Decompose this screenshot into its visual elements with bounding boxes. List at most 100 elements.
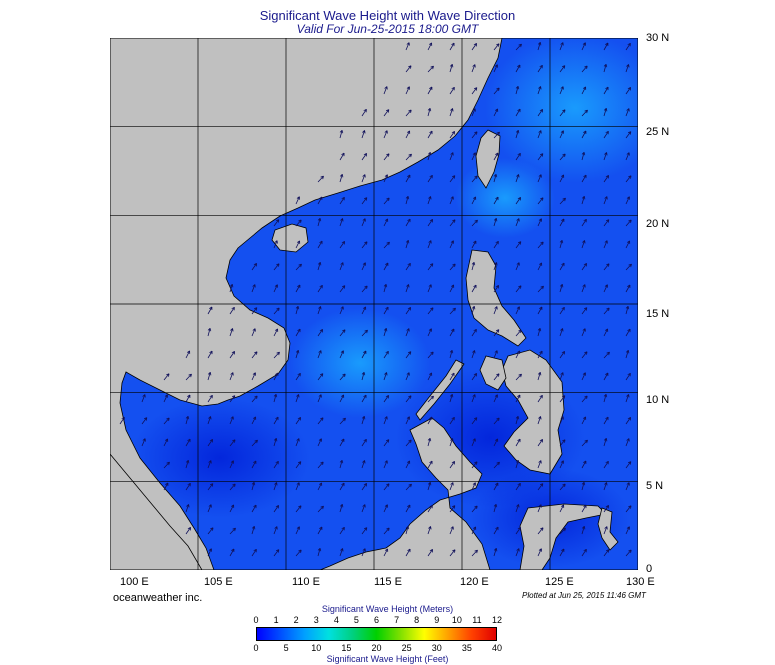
wave-arrow <box>229 307 235 315</box>
wave-arrow-head <box>142 394 146 397</box>
wave-arrow <box>515 130 519 139</box>
wave-arrow-head <box>498 43 500 47</box>
wave-arrow-head <box>186 350 190 353</box>
wave-arrow <box>537 306 543 315</box>
wave-arrow-head <box>364 460 366 464</box>
wave-arrow <box>493 218 497 227</box>
wave-arrow-head <box>515 416 519 419</box>
wave-arrow-head <box>537 372 541 375</box>
lon-label: 125 E <box>545 576 574 588</box>
wave-arrow-head <box>450 526 454 529</box>
wave-arrow <box>273 394 277 403</box>
wave-arrow-head <box>450 482 454 485</box>
wave-arrow <box>185 527 191 535</box>
wave-arrow <box>471 175 478 183</box>
wave-arrow-head <box>473 373 477 376</box>
wave-arrow <box>493 131 500 139</box>
wave-arrow-head <box>384 218 388 221</box>
wave-arrow-head <box>432 65 434 70</box>
wave-arrow-head <box>582 372 586 375</box>
wave-arrow <box>361 262 366 271</box>
wave-arrow-head <box>408 153 412 156</box>
landmass-taiwan <box>475 129 501 189</box>
wave-arrow <box>405 548 411 557</box>
meters-tick: 10 <box>451 615 462 625</box>
wave-arrow-head <box>630 219 632 223</box>
colorbar-title-feet: Significant Wave Height (Feet) <box>326 654 449 664</box>
wave-arrow <box>493 43 500 51</box>
meters-tick: 2 <box>293 615 299 625</box>
wave-arrow <box>537 285 544 293</box>
wave-arrow-head <box>494 262 497 265</box>
wave-arrow-head <box>340 262 344 265</box>
wave-arrow <box>625 240 630 249</box>
wave-arrow-head <box>627 417 631 420</box>
wave-arrow-head <box>626 438 630 441</box>
wave-arrow-head <box>498 417 500 421</box>
wave-arrow <box>383 218 388 227</box>
wave-arrow-head <box>410 439 412 443</box>
wave-arrow-head <box>427 152 431 155</box>
wave-arrow-head <box>318 482 322 485</box>
wave-arrow-head <box>586 395 588 399</box>
wave-arrow <box>317 548 321 557</box>
wave-arrow-head <box>430 65 434 68</box>
wave-arrow <box>603 526 608 535</box>
wave-arrow <box>383 351 389 359</box>
wave-arrow <box>427 505 433 513</box>
wave-arrow-head <box>628 175 632 178</box>
wave-arrow-head <box>166 373 170 376</box>
wave-arrow <box>405 42 410 51</box>
wave-arrow <box>559 307 565 315</box>
wave-arrow-head <box>410 109 412 113</box>
wave-arrow-head <box>384 548 388 551</box>
wave-arrow <box>493 174 497 183</box>
lon-label: 110 E <box>292 576 320 588</box>
wave-arrow <box>471 131 478 139</box>
wave-arrow-head <box>341 285 345 288</box>
wave-arrow <box>625 461 632 469</box>
feet-tick: 0 <box>253 643 259 653</box>
wave-arrow-head <box>275 460 279 464</box>
wave-arrow-head <box>560 174 564 177</box>
wave-arrow <box>383 306 389 315</box>
wave-arrow-head <box>473 284 477 288</box>
wave-arrow-head <box>476 175 478 179</box>
wave-arrow <box>625 196 630 205</box>
wave-arrow <box>625 394 629 403</box>
wave-arrow <box>625 175 632 183</box>
wave-arrow-head <box>408 439 412 442</box>
lon-label: 115 E <box>374 576 402 588</box>
wave-arrow-head <box>319 218 322 222</box>
wave-arrow-head <box>561 240 564 244</box>
wave-arrow-head <box>515 130 519 133</box>
wave-arrow <box>427 284 432 293</box>
wave-arrow-head <box>340 548 343 551</box>
wave-arrow-head <box>539 42 542 46</box>
wave-arrow-head <box>628 219 632 222</box>
wave-arrow <box>361 350 367 359</box>
wave-arrow-head <box>362 174 366 177</box>
wave-arrow <box>515 483 521 491</box>
wave-arrow <box>405 218 411 227</box>
wave-arrow <box>295 461 302 469</box>
wave-arrow <box>471 196 476 205</box>
wave-arrow <box>339 527 345 535</box>
wave-arrow <box>427 395 434 403</box>
wave-arrow-head <box>230 416 234 419</box>
wave-arrow-head <box>185 416 189 419</box>
wave-arrow <box>493 306 498 315</box>
wave-arrow-head <box>561 284 564 288</box>
wave-arrow <box>119 417 125 425</box>
wave-arrow <box>471 482 476 491</box>
wave-arrow-head <box>476 131 478 135</box>
wave-arrow-head <box>608 351 610 356</box>
wave-arrow-head <box>429 416 433 419</box>
wave-arrow-head <box>408 483 412 486</box>
wave-arrow <box>273 549 280 557</box>
wave-arrow-head <box>560 42 564 45</box>
wave-arrow-head <box>564 439 566 443</box>
wave-arrow-head <box>603 438 607 441</box>
wave-arrow-head <box>627 131 631 134</box>
wave-arrow-head <box>428 284 432 287</box>
